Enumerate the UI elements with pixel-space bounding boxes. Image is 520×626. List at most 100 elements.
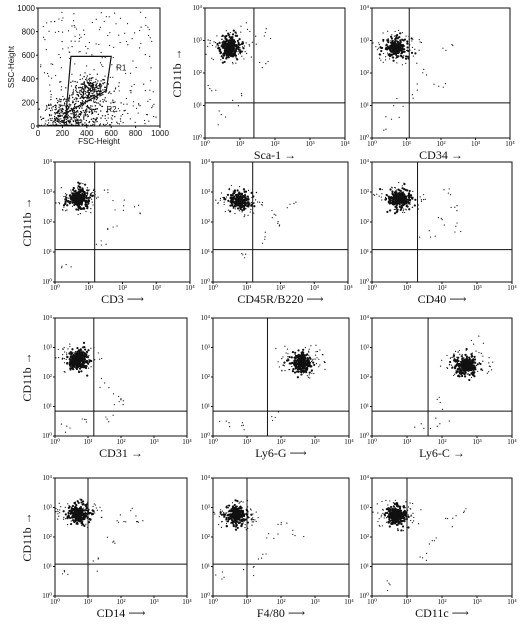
event-dot [409, 201, 411, 203]
x-axis-title: CD3 ⟶ [101, 292, 144, 306]
event-dot [242, 424, 244, 426]
event-dot [221, 56, 225, 60]
plot-frame [371, 7, 511, 139]
event-dot [112, 393, 115, 395]
event-dot [232, 192, 235, 195]
event-dot [49, 118, 51, 120]
event-dot [99, 90, 101, 92]
event-dot [64, 193, 67, 195]
event-dot [143, 119, 146, 122]
event-dot [77, 94, 79, 96]
event-dot [95, 78, 97, 80]
event-dot [79, 86, 82, 89]
x-axis-title: Ly6-C → [419, 446, 465, 460]
event-dot [403, 201, 406, 204]
y-tick-label: 10¹ [360, 248, 369, 256]
event-dot [240, 25, 242, 27]
event-dot [155, 116, 157, 118]
event-dot [64, 431, 67, 433]
event-dot [66, 204, 69, 207]
event-dot [383, 52, 385, 55]
event-dot [55, 124, 57, 127]
event-dot [148, 120, 150, 122]
event-dot [250, 191, 253, 194]
event-dot [98, 29, 101, 31]
event-dot [442, 86, 444, 88]
event-dot [472, 359, 474, 361]
event-dot [115, 87, 117, 89]
event-dot [321, 354, 323, 356]
event-dot [301, 358, 304, 362]
event-dot [65, 514, 67, 516]
event-dot [105, 123, 107, 125]
event-dot [66, 194, 68, 196]
event-dot [406, 204, 408, 206]
event-dot [102, 65, 104, 68]
event-dot [412, 190, 414, 192]
event-dot [107, 227, 109, 230]
event-dot [149, 55, 151, 57]
event-dot [77, 119, 80, 121]
event-dot [223, 203, 225, 206]
x-tick-label: 10³ [149, 438, 158, 446]
event-dot [120, 102, 122, 104]
event-dot [91, 87, 93, 89]
event-dot [92, 510, 95, 513]
event-dot [100, 240, 102, 242]
event-dot [467, 373, 469, 375]
event-dot [108, 387, 110, 389]
event-dot [139, 105, 141, 107]
event-dot [399, 32, 402, 35]
event-dot [244, 194, 247, 197]
event-dot [450, 206, 452, 208]
event-dot [76, 199, 79, 202]
event-dot [112, 414, 114, 416]
event-dot [72, 365, 74, 367]
event-dot [401, 185, 403, 187]
event-dot [118, 34, 120, 36]
event-dot [99, 103, 101, 105]
event-dot [145, 17, 147, 19]
event-dot [386, 210, 389, 214]
event-dot [451, 43, 453, 46]
event-dot [94, 121, 96, 123]
event-dot [68, 98, 70, 100]
event-dot [67, 105, 69, 107]
event-dot [137, 521, 139, 523]
event-dot [93, 101, 95, 104]
event-dot [439, 401, 441, 404]
event-dot [101, 510, 103, 512]
event-dot [90, 108, 93, 110]
event-dot [241, 209, 244, 212]
event-dot [120, 398, 122, 400]
event-dot [58, 512, 61, 514]
event-dot [392, 42, 395, 45]
event-dot [116, 110, 118, 112]
event-dot [265, 63, 267, 65]
event-dot [234, 499, 237, 502]
event-dot [230, 53, 233, 56]
event-dot [46, 124, 48, 126]
event-dot [82, 353, 84, 355]
event-dot [389, 203, 391, 205]
event-dot [277, 221, 279, 223]
event-dot [428, 230, 430, 232]
plot-frame [212, 317, 350, 437]
event-dot [395, 191, 398, 194]
event-dot [88, 88, 90, 91]
event-dot [78, 124, 80, 126]
event-dot [278, 366, 280, 368]
event-dot [149, 37, 151, 39]
event-dot [241, 95, 243, 97]
event-dot [58, 30, 60, 33]
x-tick-label: 10⁰ [208, 284, 218, 292]
event-dot [282, 364, 284, 366]
event-dot [74, 501, 77, 503]
event-dot [114, 101, 116, 103]
event-dot [255, 35, 257, 37]
event-dot [81, 192, 84, 196]
event-dot [388, 198, 391, 202]
event-dot [57, 348, 59, 351]
event-dot [57, 111, 59, 113]
event-dot [66, 352, 68, 354]
